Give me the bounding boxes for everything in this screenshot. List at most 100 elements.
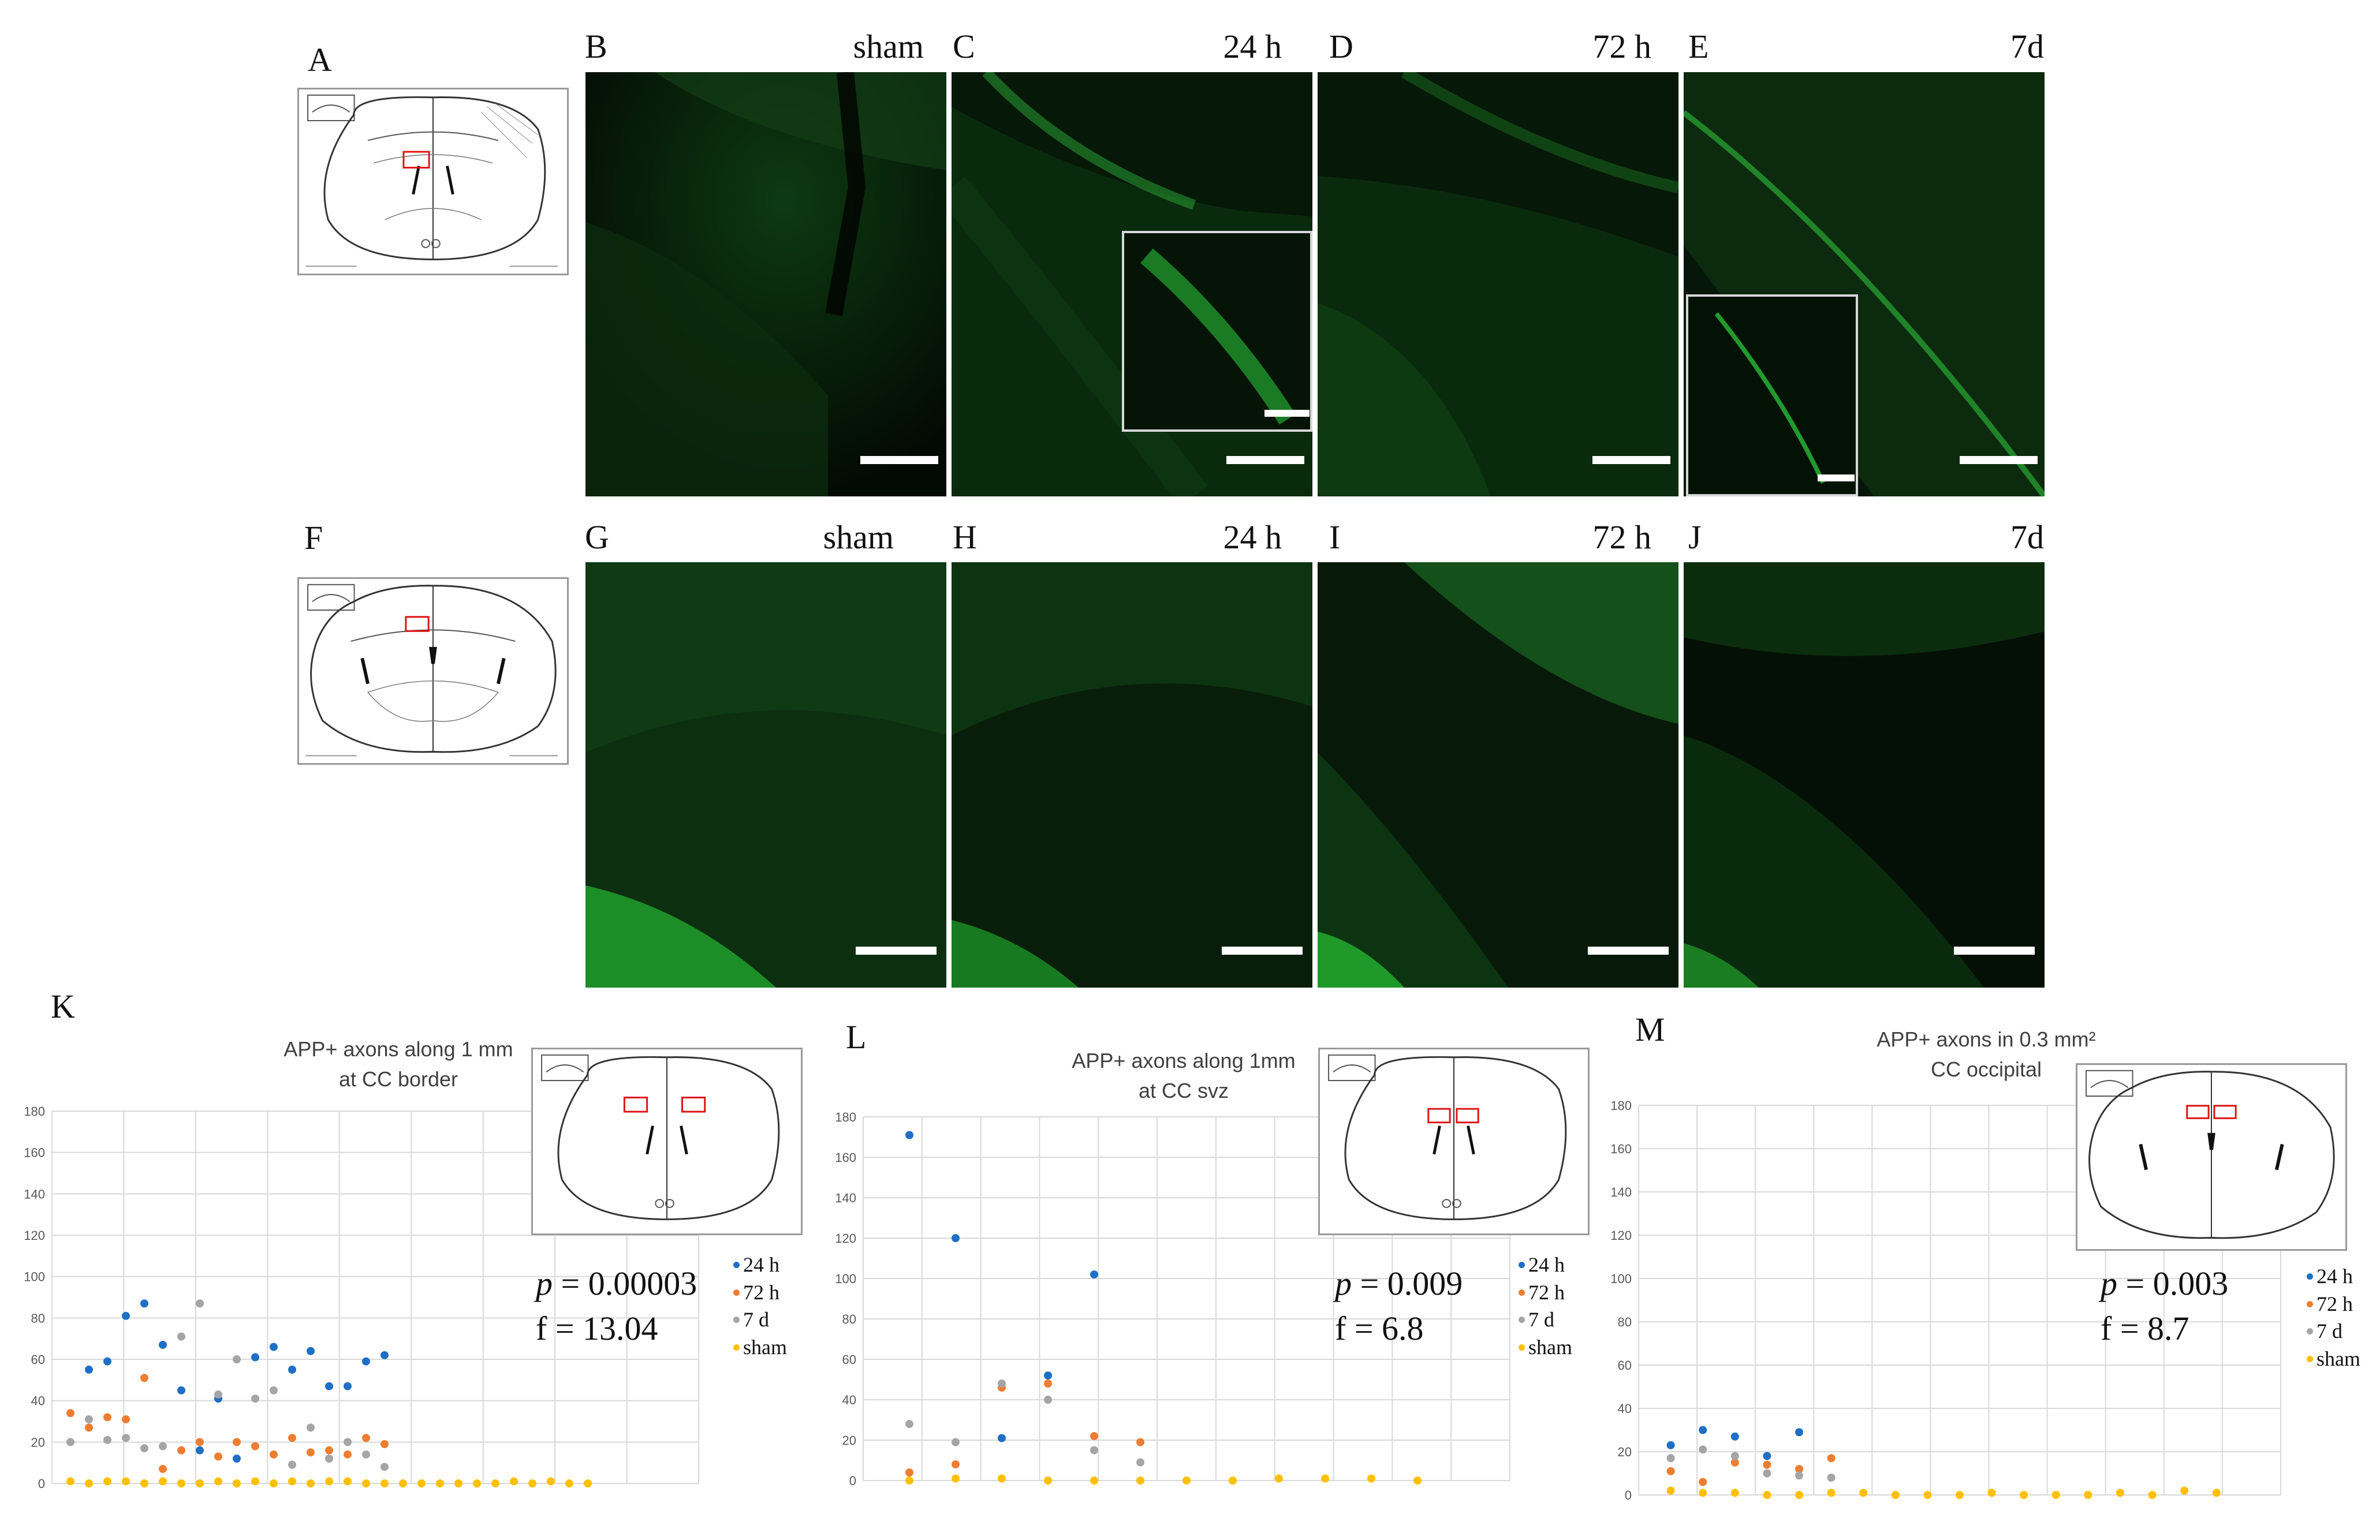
data-point-72h bbox=[122, 1415, 130, 1423]
chart-title-m-line1: APP+ axons in 0.3 mm² bbox=[1877, 1027, 2096, 1051]
data-point-24h bbox=[288, 1365, 296, 1374]
y-tick-label: 140 bbox=[1610, 1185, 1632, 1199]
data-point-7d bbox=[196, 1299, 204, 1308]
data-point-sham bbox=[1367, 1474, 1375, 1483]
data-point-sham bbox=[417, 1479, 426, 1487]
data-point-sham bbox=[2020, 1491, 2028, 1499]
data-point-72h bbox=[177, 1446, 185, 1455]
data-point-sham bbox=[998, 1474, 1006, 1483]
data-point-72h bbox=[85, 1423, 93, 1432]
data-point-sham bbox=[1730, 1489, 1739, 1497]
data-point-sham bbox=[510, 1477, 518, 1486]
legend-label-k-7d: 7 d bbox=[743, 1308, 769, 1332]
scale-bar-c bbox=[1226, 456, 1304, 464]
y-tick-label: 80 bbox=[31, 1311, 45, 1325]
condition-label-e: 7d bbox=[2010, 28, 2044, 65]
y-tick-label: 80 bbox=[842, 1312, 856, 1326]
y-tick-label: 180 bbox=[835, 1110, 856, 1124]
scatter-chart-l: 0 20 40 60 80 100 120 140 160 180 bbox=[823, 1110, 1527, 1504]
data-point-24h bbox=[380, 1351, 389, 1359]
data-point-sham bbox=[952, 1474, 960, 1483]
data-point-24h bbox=[159, 1340, 167, 1349]
data-point-72h bbox=[159, 1464, 167, 1473]
y-tick-label: 140 bbox=[835, 1191, 856, 1205]
y-tick-label: 0 bbox=[38, 1477, 45, 1491]
y-tick-label: 60 bbox=[1618, 1358, 1632, 1373]
data-point-24h bbox=[1666, 1441, 1675, 1449]
data-point-7d bbox=[307, 1423, 315, 1432]
data-point-sham bbox=[547, 1477, 555, 1486]
legend-marker-m-7d bbox=[2307, 1328, 2313, 1335]
chart-atlas-m bbox=[2076, 1063, 2347, 1251]
scale-bar-b bbox=[860, 456, 938, 464]
scale-bar-e-inset bbox=[1818, 474, 1855, 481]
chart-title-k: APP+ axons along 1 mm at CC border bbox=[219, 1034, 577, 1094]
legend-marker-m-72h bbox=[2307, 1300, 2313, 1307]
data-point-7d bbox=[325, 1455, 333, 1463]
data-point-sham bbox=[159, 1477, 167, 1486]
data-point-72h bbox=[362, 1434, 370, 1442]
y-tick-label: 140 bbox=[24, 1187, 45, 1201]
data-point-72h bbox=[1795, 1465, 1803, 1473]
data-point-7d bbox=[1090, 1446, 1098, 1455]
y-tick-label: 120 bbox=[1610, 1228, 1632, 1243]
data-point-sham bbox=[2180, 1486, 2189, 1495]
data-point-7d bbox=[233, 1355, 241, 1363]
data-point-sham bbox=[1275, 1474, 1283, 1483]
data-point-24h bbox=[1090, 1270, 1098, 1279]
data-point-72h bbox=[251, 1442, 259, 1451]
data-point-sham bbox=[436, 1479, 444, 1487]
micrograph-b bbox=[585, 72, 946, 496]
data-point-sham bbox=[1827, 1489, 1836, 1497]
y-tick-label: 160 bbox=[835, 1150, 856, 1165]
data-point-72h bbox=[344, 1450, 352, 1459]
data-point-24h bbox=[196, 1446, 204, 1455]
legend-marker-m-24h bbox=[2307, 1273, 2313, 1280]
data-point-sham bbox=[344, 1477, 352, 1486]
data-point-24h bbox=[270, 1343, 278, 1351]
data-point-24h bbox=[140, 1299, 148, 1308]
p-label-m: p bbox=[2101, 1265, 2117, 1302]
panel-letter-l: L bbox=[846, 1018, 867, 1056]
data-point-sham bbox=[177, 1479, 185, 1487]
data-point-72h bbox=[325, 1446, 333, 1455]
data-point-sham bbox=[362, 1479, 370, 1487]
data-point-sham bbox=[325, 1477, 333, 1486]
legend-label-l-24h: 24 h bbox=[1528, 1253, 1565, 1276]
data-point-24h bbox=[177, 1386, 185, 1395]
y-tick-label: 100 bbox=[835, 1272, 856, 1286]
p-value-m: = 0.003 bbox=[2117, 1265, 2229, 1302]
f-value-k: f = 13.04 bbox=[536, 1310, 658, 1348]
brain-atlas-schematic-a bbox=[297, 88, 569, 275]
data-point-sham bbox=[85, 1479, 93, 1487]
legend-label-l-sham: sham bbox=[1528, 1335, 1572, 1359]
data-point-72h bbox=[66, 1409, 74, 1418]
legend-label-m-7d: 7 d bbox=[2316, 1320, 2342, 1343]
data-point-sham bbox=[251, 1477, 259, 1486]
data-point-sham bbox=[1987, 1489, 1996, 1497]
data-point-72h bbox=[214, 1452, 222, 1461]
data-point-7d bbox=[1827, 1474, 1836, 1482]
panel-letter-g: G bbox=[585, 518, 609, 556]
p-label-l: p bbox=[1335, 1265, 1352, 1302]
legend-label-l-7d: 7 d bbox=[1528, 1308, 1554, 1332]
legend-k: 24 h 72 h 7 d sham bbox=[733, 1251, 787, 1361]
data-point-7d bbox=[85, 1415, 93, 1423]
chart-atlas-l bbox=[1318, 1048, 1590, 1235]
condition-label-b: sham bbox=[853, 28, 924, 65]
data-point-7d bbox=[905, 1420, 913, 1428]
y-tick-label: 20 bbox=[31, 1435, 45, 1449]
chart-title-l-line2: at CC svz bbox=[1138, 1079, 1229, 1103]
chart-title-m-line2: CC occipital bbox=[1930, 1057, 2042, 1082]
legend-label-m-72h: 72 h bbox=[2316, 1292, 2353, 1315]
panel-letter-d: D bbox=[1329, 28, 1353, 65]
y-tick-label: 60 bbox=[842, 1352, 856, 1367]
data-point-sham bbox=[1090, 1477, 1098, 1485]
panel-letter-f: F bbox=[304, 519, 323, 556]
y-tick-label: 120 bbox=[835, 1231, 856, 1246]
data-point-7d bbox=[122, 1434, 130, 1442]
scale-bar-j bbox=[1954, 947, 2035, 955]
data-point-24h bbox=[1763, 1452, 1771, 1460]
data-point-sham bbox=[491, 1479, 499, 1487]
micrograph-j bbox=[1684, 562, 2045, 988]
